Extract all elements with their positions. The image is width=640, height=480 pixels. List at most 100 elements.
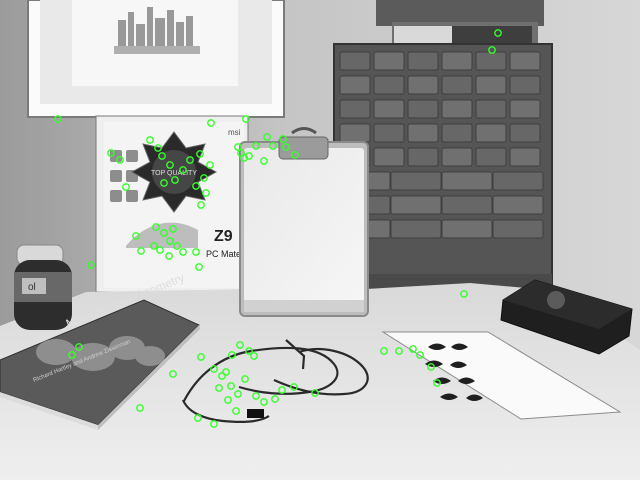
feature-marker	[234, 390, 242, 398]
organizer-drawer	[441, 147, 473, 167]
organizer-drawer	[475, 123, 507, 143]
organizer-drawer	[441, 195, 493, 215]
feature-marker	[460, 290, 468, 298]
organizer-drawer	[441, 123, 473, 143]
feature-marker	[206, 161, 214, 169]
organizer-drawer	[373, 147, 405, 167]
feature-marker	[122, 183, 130, 191]
feature-marker	[222, 368, 230, 376]
feature-marker	[215, 384, 223, 392]
feature-marker	[179, 248, 187, 256]
feature-marker	[241, 375, 249, 383]
feature-marker	[166, 161, 174, 169]
feature-marker	[169, 370, 177, 378]
feature-marker	[228, 351, 236, 359]
organizer-drawer	[339, 51, 371, 71]
feature-marker	[150, 242, 158, 250]
box-brand: msi	[228, 128, 241, 137]
feature-marker	[218, 372, 226, 380]
clipboard	[239, 127, 369, 317]
feature-marker	[240, 154, 248, 162]
organizer-drawer	[407, 147, 439, 167]
feature-marker	[263, 133, 271, 141]
feature-marker	[192, 182, 200, 190]
feature-marker	[169, 225, 177, 233]
feature-marker	[245, 347, 253, 355]
organizer-drawer	[475, 75, 507, 95]
feature-marker	[380, 347, 388, 355]
feature-marker	[156, 246, 164, 254]
feature-marker	[260, 398, 268, 406]
feature-marker	[195, 263, 203, 271]
feature-marker	[160, 229, 168, 237]
organizer-drawer	[441, 75, 473, 95]
wall-frame	[27, 0, 285, 118]
feature-marker	[252, 142, 260, 150]
organizer-drawer	[390, 219, 442, 239]
feature-marker	[116, 156, 124, 164]
feature-marker	[236, 341, 244, 349]
feature-marker	[234, 143, 242, 151]
organizer-drawer	[441, 171, 493, 191]
feature-marker	[165, 252, 173, 260]
organizer-drawer	[407, 75, 439, 95]
organizer-drawer	[441, 51, 473, 71]
organizer-drawer	[339, 99, 371, 119]
paper-sheet	[381, 331, 622, 420]
feature-marker	[194, 414, 202, 422]
feature-marker	[173, 242, 181, 250]
feature-marker	[250, 352, 258, 360]
feature-marker	[210, 365, 218, 373]
black-box	[500, 279, 633, 355]
feature-marker	[433, 379, 441, 387]
feature-marker	[291, 151, 299, 159]
organizer-drawer	[509, 51, 541, 71]
organizer-drawer	[475, 147, 507, 167]
feature-marker	[171, 176, 179, 184]
feature-marker	[278, 386, 286, 394]
feature-marker	[196, 150, 204, 158]
feature-marker	[158, 152, 166, 160]
feature-marker	[75, 343, 83, 351]
organizer-drawer	[475, 51, 507, 71]
feature-marker	[166, 237, 174, 245]
feature-marker	[252, 392, 260, 400]
feature-marker	[68, 351, 76, 359]
feature-marker	[207, 119, 215, 127]
usb-cable	[181, 339, 369, 424]
bottle-label: ol	[28, 282, 36, 293]
organizer-drawer	[492, 195, 544, 215]
organizer-drawer	[492, 219, 544, 239]
feature-marker	[179, 166, 187, 174]
organizer-drawer	[509, 123, 541, 143]
badge-text: TOP QUALITY	[151, 170, 197, 177]
feature-marker	[132, 232, 140, 240]
feature-marker	[395, 347, 403, 355]
organizer-drawer	[339, 75, 371, 95]
feature-marker	[152, 223, 160, 231]
organizer-drawer	[373, 99, 405, 119]
feature-marker	[271, 395, 279, 403]
organizer-drawer	[407, 51, 439, 71]
feature-marker	[154, 144, 162, 152]
feature-marker	[427, 363, 435, 371]
feature-marker	[232, 407, 240, 415]
feature-marker	[197, 353, 205, 361]
feature-marker	[200, 174, 208, 182]
feature-marker	[197, 201, 205, 209]
organizer-drawer	[509, 75, 541, 95]
feature-marker	[210, 420, 218, 428]
feature-marker	[269, 142, 277, 150]
box-model: Z9	[214, 228, 233, 245]
feature-marker	[227, 382, 235, 390]
feature-marker	[488, 46, 496, 54]
feature-markers	[54, 29, 502, 428]
organizer-drawer	[407, 99, 439, 119]
feature-marker	[160, 179, 168, 187]
feature-marker	[242, 115, 250, 123]
organizer-drawer	[390, 195, 442, 215]
feature-marker	[224, 396, 232, 404]
motherboard-box: TOP QUALITY Z9 PC Mate msi	[95, 115, 249, 293]
feature-marker	[494, 29, 502, 37]
